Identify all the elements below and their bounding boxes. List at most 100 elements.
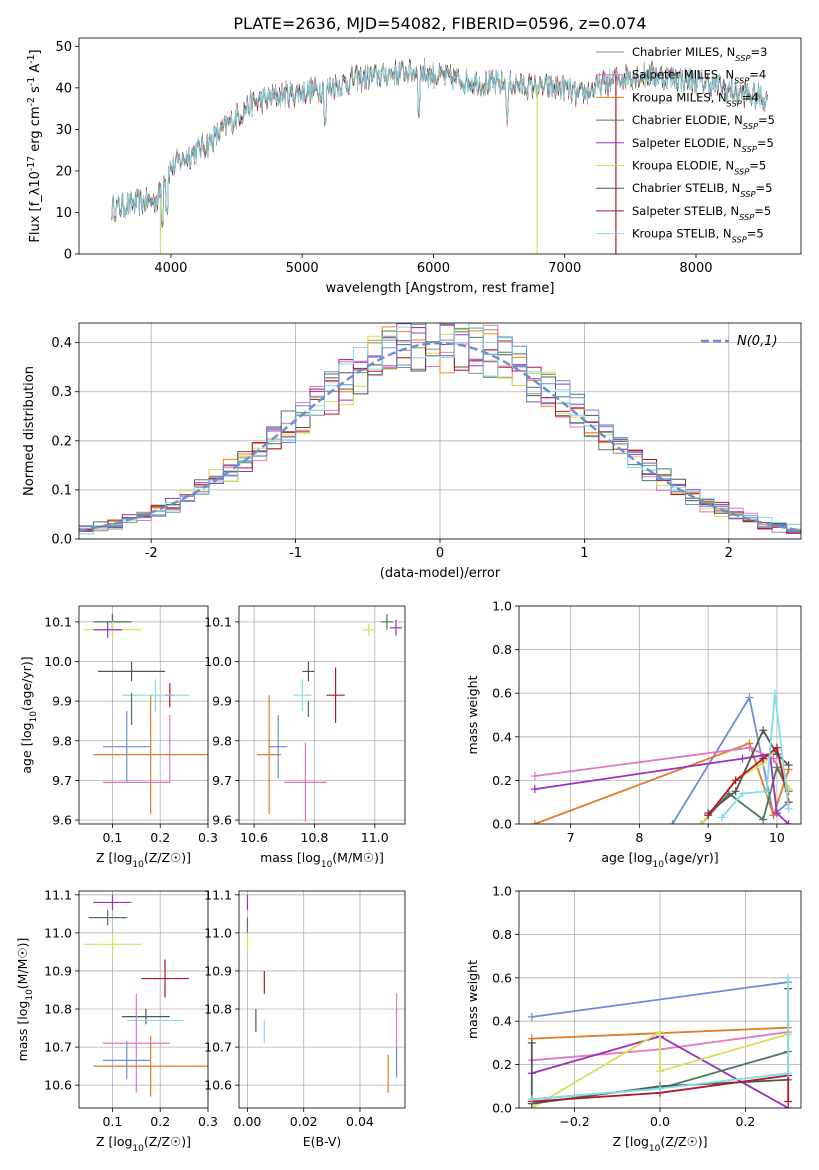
plot-area [83,894,208,1097]
weight-line [531,981,789,1018]
weight-marker [784,761,793,770]
x-tick-label: 0.1 [102,830,122,845]
weight-marker [770,689,779,698]
legend-entry: Chabrier MILES, NSSP=3 [632,45,767,63]
mass-weight-vs-metallicity-panel: −0.2 0.0 0.2 0.0 0.2 0.4 0.6 0.8 1.0 Z [log10(Z/Z… [465,884,802,1154]
x-tick-label: -1 [289,546,302,561]
figure-title: PLATE=2636, MJD=54082, FIBERID=0596, z=0… [233,14,646,33]
weight-marker [668,820,677,824]
y-tick-label: 50 [55,40,72,55]
x-tick-label: 5000 [286,261,319,276]
x-axis-label: E(B-V) [303,1134,342,1149]
y-tick-label: 0.0 [51,533,72,548]
errorbar-point [362,623,375,636]
errorbar-point [93,1035,208,1097]
legend-entry: N(0,1) [737,334,778,349]
axes-frame [518,605,802,825]
legend-entry: Kroupa STELIB, NSSP=5 [632,227,764,245]
x-tick-label: 0.1 [102,1114,122,1129]
y-tick-label: 1.0 [492,884,512,899]
x-axis-label: Z [log10(Z/Z☉)] [96,1134,191,1154]
weight-marker [772,743,781,752]
legend-entry: Kroupa ELODIE, NSSP=5 [632,159,766,177]
y-tick-label: 20 [55,164,72,179]
x-tick-label: 2 [725,546,733,561]
y-tick-label: 0.8 [492,642,512,657]
x-tick-label: 7000 [548,261,581,276]
y-tick-label: 10.8 [204,1002,232,1017]
y-axis-label: mass weight [465,960,480,1039]
x-tick-label: 8000 [679,261,712,276]
x-tick-label: 0.2 [150,1114,170,1129]
weight-marker [762,787,771,796]
spectrum-panel: 4000 5000 6000 7000 8000 0 10 20 30 40 50 wavelengt… [26,37,802,296]
weight-marker [784,804,793,813]
y-tick-label: 9.9 [52,694,72,709]
axes-frame [78,890,209,1109]
legend-entry: Kroupa MILES, NSSP=4 [632,90,759,108]
y-tick-label: 10.7 [44,1040,72,1055]
y-tick-label: 10.0 [204,654,232,669]
errorbar-point [293,679,312,712]
y-tick-label: 0.4 [492,1014,512,1029]
y-axis-label: Flux [f_λ10-17 erg cm-2 s-1 A-1] [26,49,44,242]
legend-entry: Salpeter MILES, NSSP=4 [632,68,766,86]
errorbar-point [141,959,189,998]
y-axis-label: mass [log10(M/M☉)] [15,938,35,1062]
x-tick-label: 0.3 [198,1114,218,1129]
y-tick-label: 0.2 [492,773,512,788]
y-tick-label: 0.0 [492,817,512,832]
errorbar-point [93,621,122,638]
y-tick-label: 0.4 [51,336,72,351]
weight-marker [759,754,768,763]
y-tick-label: 10.1 [204,614,232,629]
y-tick-label: 0.2 [492,1057,512,1072]
x-tick-label: 11.0 [361,830,389,845]
weight-marker [772,763,781,772]
plot-area [257,613,402,823]
y-axis-label: age [log10(age/yr)] [19,656,39,773]
plot-area [246,894,398,1093]
x-axis-label: wavelength [Angstrom, rest frame] [326,281,555,296]
y-tick-label: 10 [55,206,72,221]
x-axis-label: Z [log10(Z/Z☉)] [612,1134,707,1154]
weight-marker [738,789,747,798]
x-tick-label: 0.04 [346,1114,374,1129]
x-axis-label: mass [log10(M/M☉)] [260,850,384,870]
y-tick-label: 9.7 [52,773,72,788]
y-tick-label: 0.4 [492,729,512,744]
x-axis-label: age [log10(age/yr)] [601,850,718,870]
y-tick-label: 10.6 [204,1078,232,1093]
errorbar-point [102,993,170,1093]
plot-area [527,973,793,1108]
residuals-panel: -2 -1 0 1 2 0.0 0.1 0.2 0.3 0.4 (data-model)/error… [22,322,802,581]
weight-marker [704,811,713,820]
y-tick-label: 9.6 [212,813,232,828]
y-tick-label: 10.0 [44,654,72,669]
axes-frame [238,605,406,825]
x-tick-label: 0.0 [650,1114,670,1129]
weight-marker [527,1038,536,1047]
plot-area [111,57,769,254]
errorbar-point [389,619,402,636]
x-tick-label: 4000 [154,261,187,276]
x-tick-label: 6000 [417,261,450,276]
weight-marker [697,820,706,824]
y-tick-label: 10.6 [44,1078,72,1093]
y-tick-label: 30 [55,123,72,138]
weight-marker [745,743,754,752]
legend-entry: Salpeter STELIB, NSSP=5 [632,204,771,222]
weight-line [531,1030,789,1108]
errorbar-point [102,711,151,783]
y-tick-label: 10.8 [44,1002,72,1017]
errorbar-point [122,1009,170,1025]
weight-marker [530,785,539,794]
weight-marker [656,1084,664,1093]
errorbar-point [326,667,345,723]
age-vs-mass-panel: 10.6 10.8 11.0 9.6 9.7 9.8 9.9 10.0 10.1 mass [lo… [204,605,406,870]
y-tick-label: 10.9 [44,963,72,978]
x-tick-label: 0.2 [736,1114,756,1129]
y-tick-label: 11.0 [204,925,232,940]
x-tick-label: 7 [567,830,575,845]
